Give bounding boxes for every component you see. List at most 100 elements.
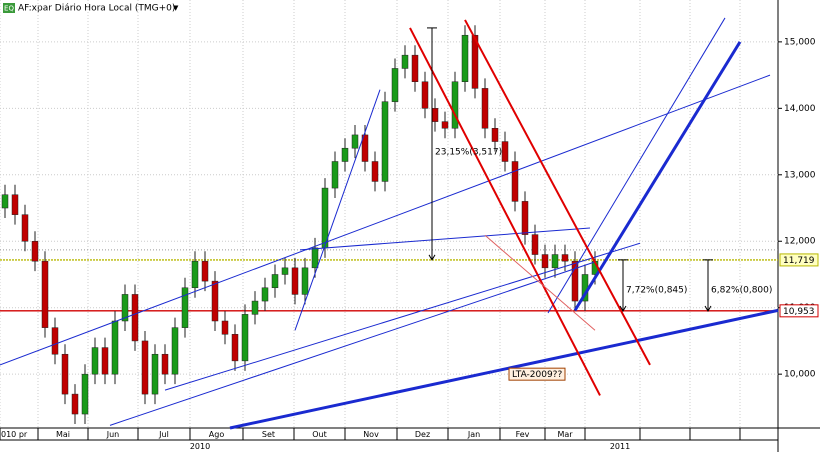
candle-body — [131, 294, 139, 342]
candle-body — [281, 267, 289, 275]
y-tick-label: 15,000 — [784, 37, 816, 47]
x-tick-label: Fev — [516, 430, 530, 439]
candle-body — [231, 334, 239, 362]
candle-body — [341, 147, 349, 162]
measure-label: 7,72%(0,845) — [626, 286, 687, 296]
candle-body — [171, 327, 179, 375]
candle-body — [61, 353, 69, 395]
candle-body — [181, 287, 189, 328]
candle-body — [161, 353, 169, 375]
candle-body — [11, 194, 19, 215]
year-label: 2011 — [610, 442, 630, 451]
candle-body — [41, 260, 49, 328]
candle-body — [91, 347, 99, 375]
candle-body — [401, 54, 409, 69]
x-tick-label: Mar — [557, 430, 573, 439]
candle-body — [1, 194, 9, 209]
level-label: 11,719 — [783, 256, 815, 266]
candle-body — [21, 214, 29, 242]
icon-box — [3, 3, 15, 13]
trendline — [409, 27, 601, 396]
candle-body — [261, 287, 269, 302]
candle-body — [441, 121, 449, 129]
trendline — [547, 17, 726, 314]
candle-body — [491, 128, 499, 142]
x-tick-label: Out — [312, 430, 327, 439]
candle-body — [81, 373, 89, 415]
candle-body — [371, 161, 379, 182]
candle-body — [211, 280, 219, 322]
measure-arrow — [704, 305, 712, 313]
trendline — [294, 89, 381, 331]
candle-body — [191, 260, 199, 289]
candle-body — [51, 327, 59, 355]
candle-body — [361, 134, 369, 162]
candle-body — [541, 254, 549, 269]
candle-body — [501, 141, 509, 162]
candle-body — [221, 320, 229, 335]
y-tick-label: 14,000 — [784, 104, 816, 114]
x-tick-label: Jan — [467, 430, 480, 439]
y-tick-label: 10,000 — [784, 370, 816, 380]
candle-body — [511, 161, 519, 202]
candle-body — [421, 81, 429, 109]
x-tick-label: 010 pr — [1, 430, 28, 439]
candle-body — [301, 267, 309, 295]
measure-label: 6,82%(0,800) — [711, 286, 772, 296]
candle-body — [291, 267, 299, 295]
trendline — [484, 234, 596, 331]
candle-body — [111, 320, 119, 375]
trendline — [0, 74, 771, 366]
y-tick-label: 12,000 — [784, 237, 816, 247]
trendline — [164, 242, 641, 391]
chart-title: AF:xpar Diário Hora Local (TMG+0) — [18, 4, 175, 14]
candle-body — [31, 240, 39, 262]
trendline — [573, 41, 742, 312]
trendline — [229, 308, 779, 430]
y-tick-label: 13,000 — [784, 170, 816, 180]
menu-arrow[interactable]: ▼ — [173, 4, 179, 12]
annotation: LTA-2009?? — [512, 370, 562, 380]
measure-arrow — [619, 305, 627, 313]
candle-body — [121, 294, 129, 322]
candle-body — [481, 88, 489, 129]
x-tick-label: Jul — [158, 430, 169, 439]
candle-body — [331, 161, 339, 189]
candle-body — [241, 314, 249, 362]
x-tick-label: Jun — [106, 430, 120, 439]
candle-body — [561, 254, 569, 262]
candle-body — [71, 393, 79, 415]
x-tick-label: Ago — [209, 430, 225, 439]
icon: EQ — [4, 5, 14, 13]
candle-body — [201, 260, 209, 282]
x-tick-label: Mai — [56, 430, 70, 439]
candle-body — [411, 54, 419, 82]
candle-body — [271, 274, 279, 289]
trendline — [464, 19, 651, 366]
candle-body — [461, 34, 469, 82]
candle-body — [351, 134, 359, 149]
candle-body — [531, 234, 539, 255]
candle-body — [431, 108, 439, 122]
candle-body — [381, 101, 389, 182]
candle-body — [471, 34, 479, 89]
candle-body — [571, 260, 579, 302]
candle-body — [391, 68, 399, 102]
x-tick-label: Dez — [415, 430, 430, 439]
candle-body — [151, 353, 159, 395]
trendline — [109, 261, 596, 426]
candle-body — [141, 340, 149, 395]
x-tick-label: Set — [262, 430, 275, 439]
level-label: 10,953 — [783, 307, 815, 317]
candle-body — [521, 201, 529, 235]
measure-label: 23,15%(3,517) — [435, 148, 502, 158]
annotation-box — [508, 367, 566, 381]
trendline — [299, 227, 591, 251]
candle-body — [101, 347, 109, 375]
x-tick-label: Nov — [363, 430, 379, 439]
year-label: 2010 — [190, 442, 210, 451]
candle-body — [311, 247, 319, 269]
measure-arrow — [428, 254, 436, 261]
